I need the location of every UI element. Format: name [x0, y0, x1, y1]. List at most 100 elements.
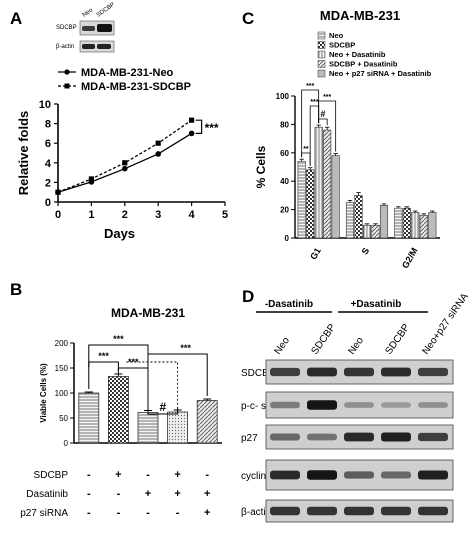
blot-band [344, 506, 374, 516]
y-tick-label: 6 [45, 138, 51, 150]
blot-band [344, 402, 374, 408]
blot-band [418, 402, 448, 408]
bar [306, 169, 315, 239]
y-tick-label: 150 [55, 364, 69, 373]
x-tick-label: 5 [222, 209, 228, 221]
x-tick-label: 0 [55, 209, 61, 221]
condition-label: p27 siRNA [20, 508, 68, 519]
panel-letter-a: A [10, 9, 22, 28]
significance-label: # [159, 400, 166, 414]
y-tick-label: 200 [55, 339, 69, 348]
condition-mark: - [146, 469, 150, 481]
significance-label: *** [113, 334, 124, 344]
y-tick-label: 40 [280, 177, 289, 186]
blot-lane-label: Neo [82, 7, 95, 19]
blot-band [381, 506, 411, 516]
panel-letter-c: C [242, 9, 254, 28]
data-point [189, 117, 195, 123]
blot-band [270, 470, 300, 480]
blot-band [307, 400, 337, 410]
x-tick-label: G2/M [400, 246, 420, 270]
y-tick-label: 0 [45, 197, 51, 209]
bar [331, 155, 340, 239]
row-label: p-c- src [241, 401, 274, 412]
y-tick-label: 10 [39, 99, 51, 111]
bar [196, 400, 218, 444]
x-tick-label: 2 [122, 209, 128, 221]
data-point [155, 140, 161, 146]
y-tick-label: 20 [280, 206, 289, 215]
legend-label: Neo + p27 siRNA + Dasatinib [329, 69, 432, 78]
significance-bracket [318, 100, 337, 152]
significance-label: *** [205, 121, 219, 135]
y-axis-label: Viable Cells (%) [39, 363, 48, 423]
blot-band [418, 470, 448, 480]
y-tick-label: 60 [280, 149, 289, 158]
x-tick-label: 3 [155, 209, 161, 221]
blot-band [270, 367, 300, 377]
legend-label: Neo + Dasatinib [329, 50, 386, 59]
blot-band [270, 401, 300, 409]
data-point [155, 151, 161, 157]
row-label: β-actin [241, 507, 271, 518]
x-tick-label: 1 [88, 209, 94, 221]
bar [354, 195, 363, 239]
data-point [55, 189, 61, 195]
significance-label: *** [306, 83, 314, 90]
condition-label: SDCBP [34, 470, 69, 481]
blot-band [344, 432, 374, 442]
legend-label: MDA-MB-231-SDCBP [81, 81, 191, 93]
x-tick-label: S [360, 246, 372, 256]
y-tick-label: 50 [59, 414, 68, 423]
y-tick-label: 80 [280, 120, 289, 129]
condition-label: Dasatinib [26, 489, 68, 500]
bar [371, 224, 380, 239]
bar [411, 212, 420, 239]
blot-band [381, 367, 411, 377]
significance-bracket [126, 361, 179, 407]
significance-label: *** [128, 357, 139, 367]
condition-mark: - [146, 507, 150, 519]
bar [402, 207, 411, 239]
row-label: cyclin E [241, 471, 276, 482]
blot-band [344, 471, 374, 479]
x-axis-label: Days [104, 226, 135, 241]
lane-label: SDCBP [383, 322, 412, 357]
blot-lane-label: SDCBP [96, 2, 116, 19]
bar [314, 126, 323, 239]
significance-bracket [318, 118, 328, 126]
significance-label: *** [323, 94, 331, 101]
blot-band [418, 367, 448, 377]
blot-row-label: SDCBP [56, 25, 77, 31]
legend-label: SDCBP [329, 41, 355, 50]
bar [323, 129, 332, 239]
condition-mark: - [87, 507, 91, 519]
blot-band [270, 506, 300, 516]
significance-label: *** [98, 351, 109, 361]
x-tick-label: G1 [308, 246, 323, 261]
blot-band [307, 433, 337, 441]
blot-band [82, 44, 95, 49]
legend-marker [64, 83, 70, 89]
condition-mark: + [204, 507, 210, 519]
lane-label: Neo [272, 335, 292, 357]
row-label: SDCBP [241, 368, 276, 379]
lane-label: Neo+p27 siRNA [420, 291, 470, 357]
blot-band [344, 367, 374, 377]
blot-band [82, 26, 95, 31]
condition-mark: - [205, 469, 209, 481]
significance-bracket [147, 407, 179, 415]
panel-a-chart: 0 1 2 3 4 5 0 2 4 6 8 10 Days Relative folds MDA-MB-23… [16, 67, 228, 241]
data-point [188, 130, 195, 137]
blot-membrane [265, 391, 454, 419]
significance-label: # [320, 109, 325, 119]
bar [394, 207, 403, 239]
significance-bracket [88, 361, 119, 389]
blot-row-label: β-actin [56, 44, 74, 50]
blot-band [97, 44, 111, 49]
lane-label: SDCBP [309, 322, 338, 357]
bar [379, 205, 389, 239]
significance-bracket [195, 119, 203, 134]
significance-bracket [117, 367, 149, 388]
